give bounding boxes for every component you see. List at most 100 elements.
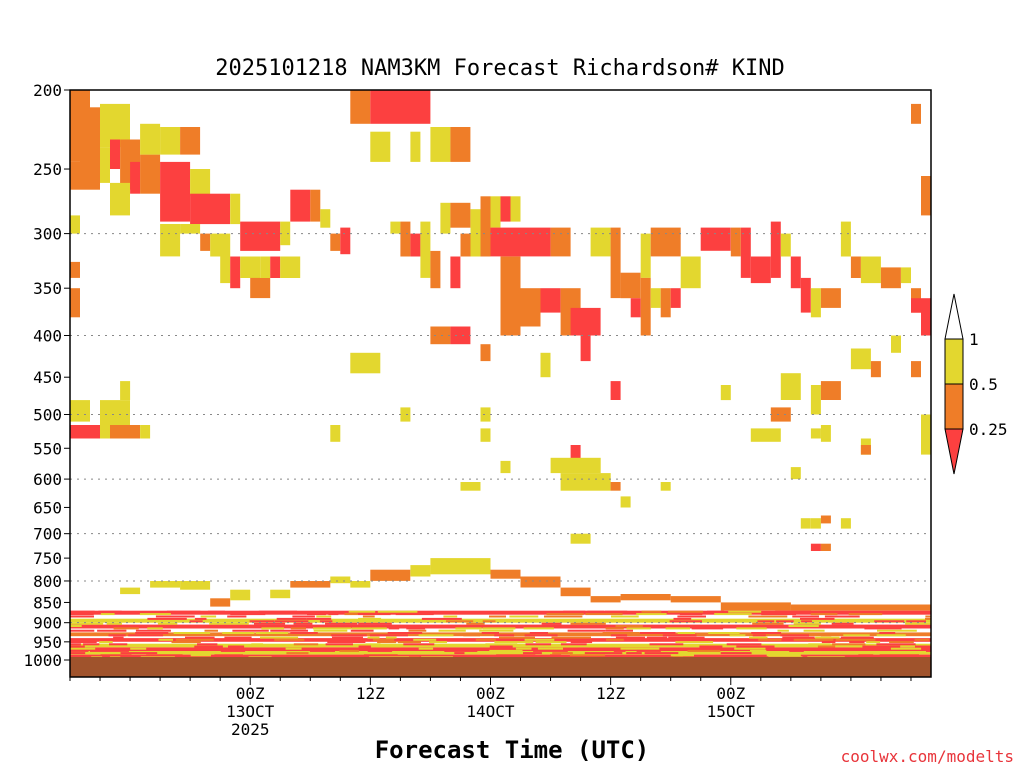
cell-red xyxy=(70,647,931,652)
layer-orange xyxy=(293,643,319,646)
y-tick-label: 750 xyxy=(33,549,62,568)
layer-red xyxy=(679,625,702,627)
y-axis: 200 250 300 350 400 450 500 550 600 650 700 750 800 8… xyxy=(23,81,70,670)
layer-red xyxy=(831,622,854,625)
cell-yellow xyxy=(110,182,130,216)
layer-red xyxy=(232,629,269,632)
ground-layer xyxy=(70,657,931,677)
layer-yellow xyxy=(377,610,418,613)
layer-orange xyxy=(499,636,535,639)
cell-yellow xyxy=(680,256,701,289)
layer-yellow xyxy=(535,641,567,644)
layer-yellow xyxy=(876,634,906,637)
layer-red xyxy=(274,620,309,623)
layer-red xyxy=(644,652,679,655)
layer-red xyxy=(615,636,646,639)
layer-yellow xyxy=(130,647,147,650)
layer-yellow xyxy=(255,632,289,634)
layer-red xyxy=(668,636,705,639)
cell-orange xyxy=(820,543,831,551)
data-cells xyxy=(70,90,931,659)
x-tick-label: 2025 xyxy=(231,720,270,739)
layer-yellow xyxy=(70,625,82,627)
layer-yellow xyxy=(367,636,380,639)
y-tick-label: 850 xyxy=(33,593,62,612)
layer-red xyxy=(146,654,183,657)
cell-yellow xyxy=(350,352,381,374)
layer-yellow xyxy=(413,638,437,641)
layer-red xyxy=(849,625,870,627)
layer-red xyxy=(560,643,587,646)
layer-yellow xyxy=(626,627,651,630)
layer-red xyxy=(862,645,901,648)
layer-orange xyxy=(832,643,866,646)
layer-red xyxy=(789,649,804,652)
layer-red xyxy=(147,617,187,620)
cell-red xyxy=(270,256,281,278)
layer-yellow xyxy=(523,627,554,630)
layer-red xyxy=(849,641,865,644)
layer-yellow xyxy=(158,638,173,641)
cell-red xyxy=(800,277,811,313)
layer-yellow xyxy=(544,645,578,648)
layer-yellow xyxy=(734,647,766,650)
cell-yellow xyxy=(240,256,261,278)
layer-red xyxy=(679,613,703,616)
layer-red xyxy=(70,613,94,616)
cell-orange xyxy=(911,103,921,124)
layer-red xyxy=(387,632,423,634)
layer-red xyxy=(70,645,85,648)
cell-orange xyxy=(560,587,591,597)
layer-red xyxy=(399,638,413,641)
layer-red xyxy=(228,645,245,648)
layer-yellow xyxy=(777,629,789,632)
layer-orange xyxy=(482,620,496,623)
layer-red xyxy=(70,641,97,644)
layer-red xyxy=(290,632,318,634)
layer-orange xyxy=(752,622,784,625)
y-tick-label: 500 xyxy=(33,406,62,425)
layer-red xyxy=(309,649,335,652)
y-tick-label: 450 xyxy=(33,368,62,387)
layer-orange xyxy=(204,629,218,632)
layer-yellow xyxy=(260,636,299,639)
layer-yellow xyxy=(412,620,434,623)
layer-yellow xyxy=(70,647,96,650)
layer-red xyxy=(761,613,797,616)
layer-red xyxy=(97,629,127,632)
layer-red xyxy=(874,620,905,623)
cell-yellow xyxy=(440,202,451,234)
layer-red xyxy=(893,625,923,627)
layer-red xyxy=(782,636,815,639)
cell-yellow xyxy=(210,233,231,257)
layer-red xyxy=(529,632,548,634)
cell-red xyxy=(450,326,471,345)
layer-orange xyxy=(339,649,359,652)
cell-orange xyxy=(640,277,651,336)
layer-yellow xyxy=(766,654,801,657)
layer-red xyxy=(128,634,164,637)
cell-red xyxy=(790,256,801,289)
cell-yellow xyxy=(891,335,901,353)
layer-yellow xyxy=(251,643,264,646)
layer-orange xyxy=(848,613,883,616)
layer-red xyxy=(331,634,367,637)
layer-red xyxy=(249,620,275,623)
plot-frame xyxy=(69,89,932,678)
cell-yellow xyxy=(810,288,821,318)
layer-yellow xyxy=(99,641,113,644)
cell-orange xyxy=(921,176,931,216)
cell-yellow xyxy=(180,581,211,590)
layer-orange xyxy=(667,610,704,613)
layer-red xyxy=(481,632,499,634)
layer-red xyxy=(166,610,201,613)
y-tick-label: 600 xyxy=(33,470,62,489)
layer-yellow xyxy=(494,641,534,644)
layer-orange xyxy=(290,627,306,630)
layer-yellow xyxy=(611,615,639,618)
layer-red xyxy=(341,625,365,627)
cell-orange xyxy=(620,272,641,299)
layer-red xyxy=(403,643,435,646)
layer-red xyxy=(158,647,181,650)
layer-red xyxy=(308,638,319,641)
